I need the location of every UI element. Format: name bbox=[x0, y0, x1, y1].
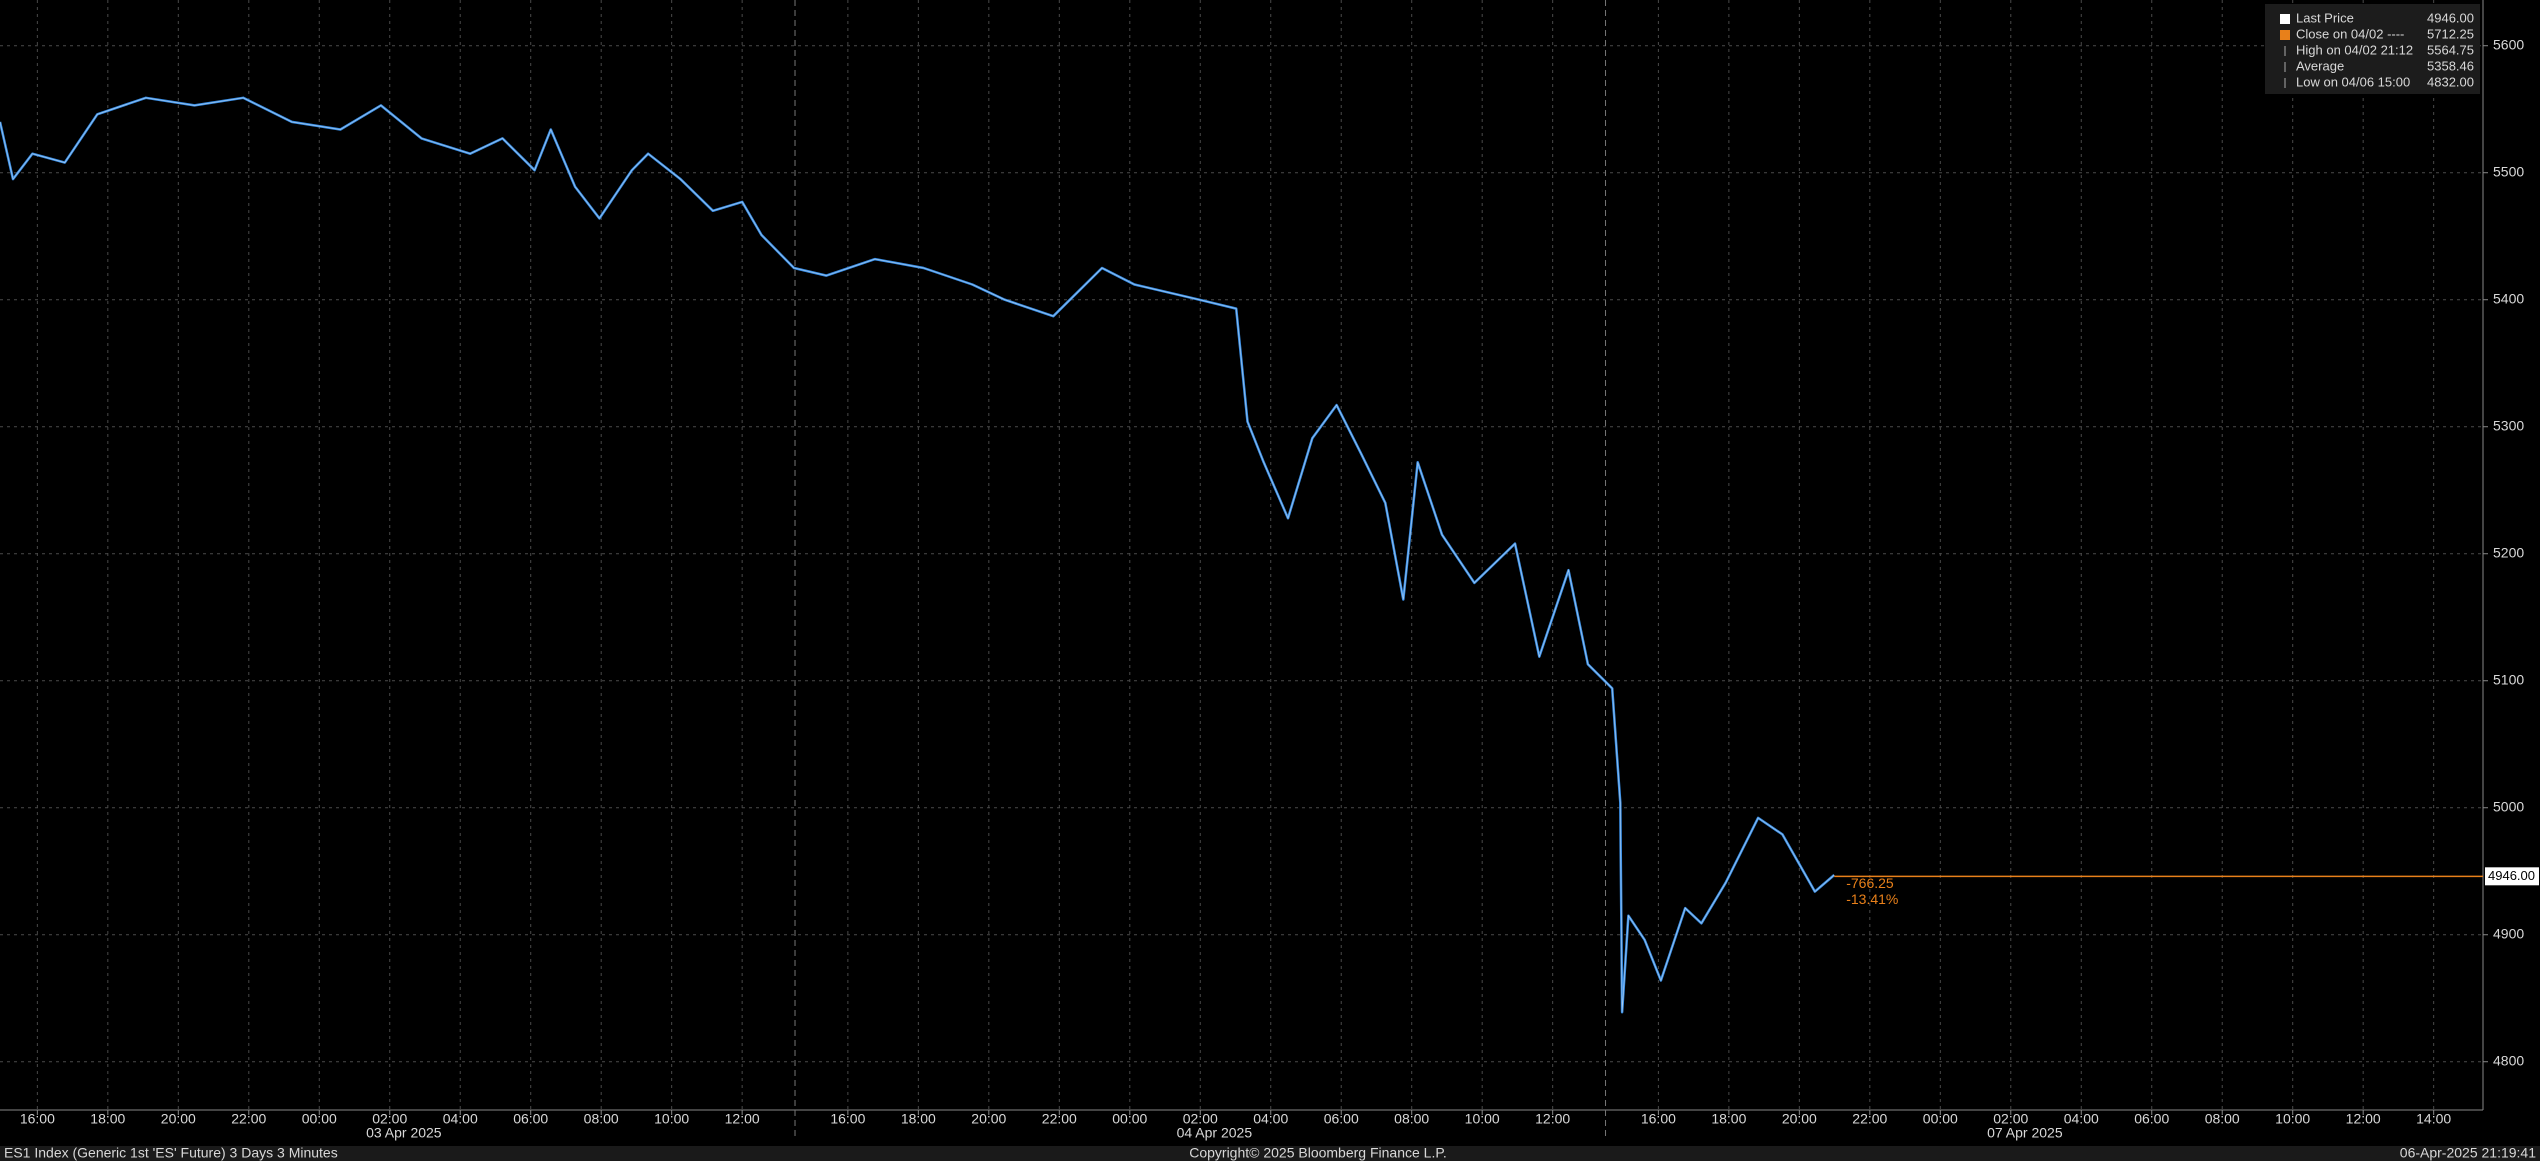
legend-name: Last Price bbox=[2296, 10, 2354, 25]
y-tick-label: 5000 bbox=[2493, 798, 2524, 814]
x-tick-label: 08:00 bbox=[584, 1111, 619, 1127]
x-tick-label: 04:00 bbox=[2064, 1111, 2099, 1127]
x-tick-label: 16:00 bbox=[20, 1111, 55, 1127]
date-label: 03 Apr 2025 bbox=[366, 1125, 442, 1141]
y-tick-label: 5300 bbox=[2493, 417, 2524, 433]
date-label: 07 Apr 2025 bbox=[1987, 1125, 2063, 1141]
y-tick-label: 5100 bbox=[2493, 671, 2524, 687]
legend-name: Average bbox=[2296, 58, 2344, 73]
x-tick-label: 02:00 bbox=[1183, 1111, 1218, 1127]
y-tick-label: 5600 bbox=[2493, 36, 2524, 52]
legend: Last Price 4946.00 Close on 04/02 ---- 5712… bbox=[2265, 4, 2480, 94]
y-tick-label: 5400 bbox=[2493, 290, 2524, 306]
legend-value: 4946.00 bbox=[2427, 10, 2474, 25]
x-tick-label: 08:00 bbox=[2205, 1111, 2240, 1127]
x-tick-label: 00:00 bbox=[302, 1111, 337, 1127]
x-tick-label: 18:00 bbox=[90, 1111, 125, 1127]
legend-name: Low on 04/06 15:00 bbox=[2296, 74, 2410, 89]
legend-box bbox=[2265, 4, 2480, 94]
x-tick-label: 22:00 bbox=[1042, 1111, 1077, 1127]
legend-swatch bbox=[2280, 30, 2290, 40]
last-price-tag bbox=[2485, 867, 2539, 886]
x-tick-label: 10:00 bbox=[2275, 1111, 2310, 1127]
price-line-highlight bbox=[0, 97, 1835, 1013]
x-tick-label: 04:00 bbox=[1253, 1111, 1288, 1127]
legend-value: 5564.75 bbox=[2427, 42, 2474, 57]
x-tick-label: 08:00 bbox=[1394, 1111, 1429, 1127]
x-tick-label: 18:00 bbox=[1711, 1111, 1746, 1127]
x-tick-label: 20:00 bbox=[971, 1111, 1006, 1127]
x-tick-label: 06:00 bbox=[2134, 1111, 2169, 1127]
x-tick-label: 16:00 bbox=[1641, 1111, 1676, 1127]
x-tick-label: 02:00 bbox=[372, 1111, 407, 1127]
x-tick-label: 22:00 bbox=[1852, 1111, 1887, 1127]
change-label: -766.25 bbox=[1846, 875, 1894, 891]
last-price-tag-label: 4946.00 bbox=[2488, 868, 2535, 883]
footer-bar bbox=[0, 1146, 2540, 1161]
x-tick-label: 10:00 bbox=[1465, 1111, 1500, 1127]
x-tick-label: 12:00 bbox=[2346, 1111, 2381, 1127]
legend-value: 4832.00 bbox=[2427, 74, 2474, 89]
legend-name: High on 04/02 21:12 bbox=[2296, 42, 2413, 57]
x-tick-label: 16:00 bbox=[830, 1111, 865, 1127]
x-tick-label: 06:00 bbox=[513, 1111, 548, 1127]
y-tick-label: 4800 bbox=[2493, 1052, 2524, 1068]
x-tick-label: 14:00 bbox=[2416, 1111, 2451, 1127]
x-tick-label: 10:00 bbox=[654, 1111, 689, 1127]
footer-right: 06-Apr-2025 21:19:41 bbox=[2400, 1145, 2536, 1161]
x-tick-label: 00:00 bbox=[1923, 1111, 1958, 1127]
x-tick-label: 02:00 bbox=[1993, 1111, 2028, 1127]
x-tick-label: 12:00 bbox=[1535, 1111, 1570, 1127]
date-label: 04 Apr 2025 bbox=[1177, 1125, 1253, 1141]
y-tick-label: 5200 bbox=[2493, 544, 2524, 560]
footer-center: Copyright© 2025 Bloomberg Finance L.P. bbox=[1189, 1145, 1447, 1161]
legend-swatch bbox=[2280, 14, 2290, 24]
x-tick-label: 20:00 bbox=[1782, 1111, 1817, 1127]
y-tick-label: 5500 bbox=[2493, 163, 2524, 179]
legend-value: 5358.46 bbox=[2427, 58, 2474, 73]
x-tick-label: 00:00 bbox=[1112, 1111, 1147, 1127]
legend-value: 5712.25 bbox=[2427, 26, 2474, 41]
x-tick-label: 04:00 bbox=[443, 1111, 478, 1127]
x-tick-label: 20:00 bbox=[161, 1111, 196, 1127]
footer-left: ES1 Index (Generic 1st 'ES' Future) 3 Da… bbox=[4, 1145, 338, 1161]
x-tick-label: 22:00 bbox=[231, 1111, 266, 1127]
x-tick-label: 06:00 bbox=[1324, 1111, 1359, 1127]
change-pct-label: -13.41% bbox=[1846, 891, 1898, 907]
y-tick-label: 4900 bbox=[2493, 925, 2524, 941]
legend-name: Close on 04/02 ---- bbox=[2296, 26, 2404, 41]
x-tick-label: 12:00 bbox=[725, 1111, 760, 1127]
x-tick-label: 18:00 bbox=[901, 1111, 936, 1127]
